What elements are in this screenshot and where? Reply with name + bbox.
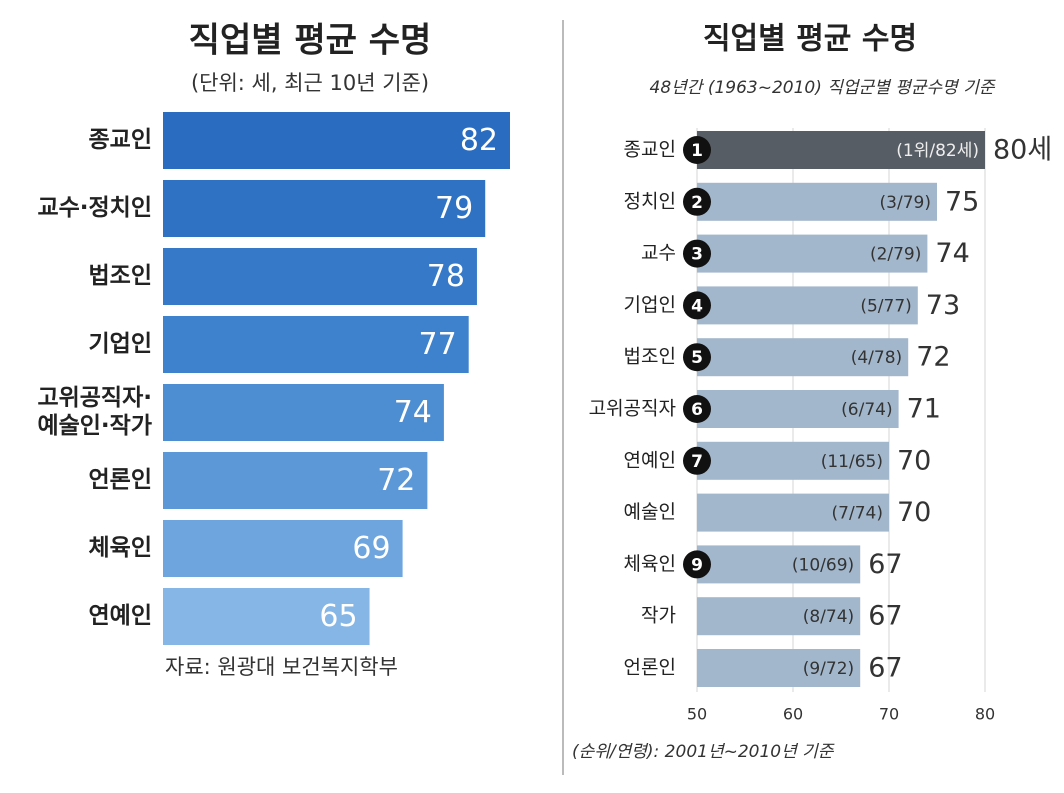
y-tick-label: 예술인 bbox=[624, 501, 676, 523]
bar bbox=[697, 131, 985, 169]
inner-label: (3/79) bbox=[880, 193, 931, 213]
bar bbox=[697, 234, 928, 273]
x-tick-label: 60 bbox=[783, 705, 803, 724]
value-label: 70 bbox=[897, 497, 931, 528]
x-tick-label: 50 bbox=[687, 705, 707, 724]
rank-badge bbox=[683, 343, 711, 372]
y-tick-label: 작가 bbox=[641, 605, 676, 627]
value-label: 73 bbox=[926, 290, 960, 321]
y-tick-label: 고위공직자 bbox=[589, 398, 676, 420]
rank-label: 4 bbox=[691, 296, 703, 316]
chart-subtitle: (단위: 세, 최근 10년 기준) bbox=[191, 71, 429, 95]
y-tick-label: 체육인 bbox=[88, 534, 152, 561]
chart-title: 직업별 평균 수명 bbox=[189, 21, 432, 61]
rank-label: 2 bbox=[691, 193, 703, 213]
bar bbox=[163, 248, 477, 305]
rank-label: 5 bbox=[691, 348, 703, 368]
bar bbox=[697, 441, 889, 480]
bar bbox=[697, 493, 889, 532]
y-tick-label: 연예인 bbox=[88, 602, 152, 629]
y-tick-label: 기업인 bbox=[624, 294, 676, 316]
rank-badge bbox=[683, 395, 711, 423]
inner-label: (4/78) bbox=[851, 348, 902, 368]
bar bbox=[163, 520, 403, 577]
y-tick-label: 정치인 bbox=[624, 190, 676, 212]
inner-label: (8/74) bbox=[803, 607, 854, 627]
rank-badge bbox=[683, 239, 711, 268]
rank-badge bbox=[683, 136, 711, 164]
inner-label: (11/65) bbox=[821, 452, 883, 472]
rank-badge bbox=[683, 291, 711, 320]
y-tick-label: 언론인 bbox=[88, 466, 152, 493]
rank-label: 7 bbox=[691, 452, 703, 472]
value-label: 79 bbox=[435, 191, 473, 226]
inner-label: (10/69) bbox=[792, 555, 854, 575]
source: 자료: 원광대 보건복지학부 bbox=[165, 655, 398, 679]
y-tick-label: 체육인 bbox=[624, 553, 676, 575]
inner-label: (2/79) bbox=[870, 245, 921, 265]
inner-label: (5/77) bbox=[860, 296, 911, 316]
bar bbox=[163, 316, 469, 373]
rank-label: 9 bbox=[691, 555, 703, 575]
value-label: 78 bbox=[427, 259, 465, 294]
rank-badge bbox=[683, 550, 711, 579]
bar bbox=[163, 452, 428, 509]
value-label: 69 bbox=[352, 531, 390, 566]
chart-title: 직업별 평균 수명 bbox=[703, 22, 917, 57]
y-tick-label: 교수·정치인 bbox=[37, 194, 152, 221]
inner-label: (9/72) bbox=[803, 659, 854, 679]
value-label: 72 bbox=[377, 463, 415, 498]
bar bbox=[697, 338, 909, 377]
footnote: (순위/연령): 2001년~2010년 기준 bbox=[572, 742, 835, 762]
rank-badge bbox=[683, 187, 711, 216]
inner-label: (6/74) bbox=[841, 400, 892, 420]
value-label: 75 bbox=[945, 186, 979, 217]
value-label: 67 bbox=[868, 549, 902, 580]
bar bbox=[697, 182, 937, 221]
bar bbox=[697, 390, 899, 428]
value-label: 74 bbox=[394, 395, 432, 430]
value-label: 71 bbox=[907, 394, 941, 425]
value-label: 82 bbox=[460, 123, 498, 158]
inner-label: (1위/82세) bbox=[896, 141, 979, 161]
bar bbox=[163, 112, 510, 169]
x-tick-label: 70 bbox=[879, 705, 899, 724]
value-label: 72 bbox=[916, 342, 950, 373]
y-tick-label: 법조인 bbox=[624, 346, 676, 368]
y-tick-label: 법조인 bbox=[88, 262, 152, 289]
y-tick-label: 종교인 bbox=[624, 139, 676, 161]
value-label: 74 bbox=[935, 238, 969, 269]
rank-label: 3 bbox=[691, 245, 703, 265]
bar bbox=[163, 588, 370, 645]
value-label: 67 bbox=[868, 601, 902, 632]
rank-label: 1 bbox=[691, 141, 703, 161]
y-tick-label: 종교인 bbox=[88, 126, 152, 153]
rank-label: 6 bbox=[691, 400, 703, 420]
bar bbox=[697, 545, 861, 584]
y-tick-label: 고위공직자· 예술인·작가 bbox=[37, 384, 152, 439]
y-tick-label: 기업인 bbox=[88, 330, 152, 357]
value-label: 70 bbox=[897, 445, 931, 476]
value-label: 67 bbox=[868, 653, 902, 684]
value-label: 80세 bbox=[993, 135, 1052, 166]
y-tick-label: 언론인 bbox=[624, 657, 676, 679]
chart-subtitle: 48년간 (1963~2010) 직업군별 평균수명 기준 bbox=[650, 78, 996, 98]
value-label: 65 bbox=[319, 599, 357, 634]
inner-label: (7/74) bbox=[832, 504, 883, 524]
bar bbox=[163, 384, 444, 441]
bar bbox=[697, 649, 861, 687]
bar bbox=[697, 286, 918, 325]
bar bbox=[163, 180, 486, 237]
y-tick-label: 연예인 bbox=[624, 449, 676, 471]
y-tick-label: 교수 bbox=[641, 242, 676, 264]
x-tick-label: 80 bbox=[975, 705, 995, 724]
bar bbox=[697, 597, 861, 636]
rank-badge bbox=[683, 446, 711, 475]
value-label: 77 bbox=[419, 327, 457, 362]
